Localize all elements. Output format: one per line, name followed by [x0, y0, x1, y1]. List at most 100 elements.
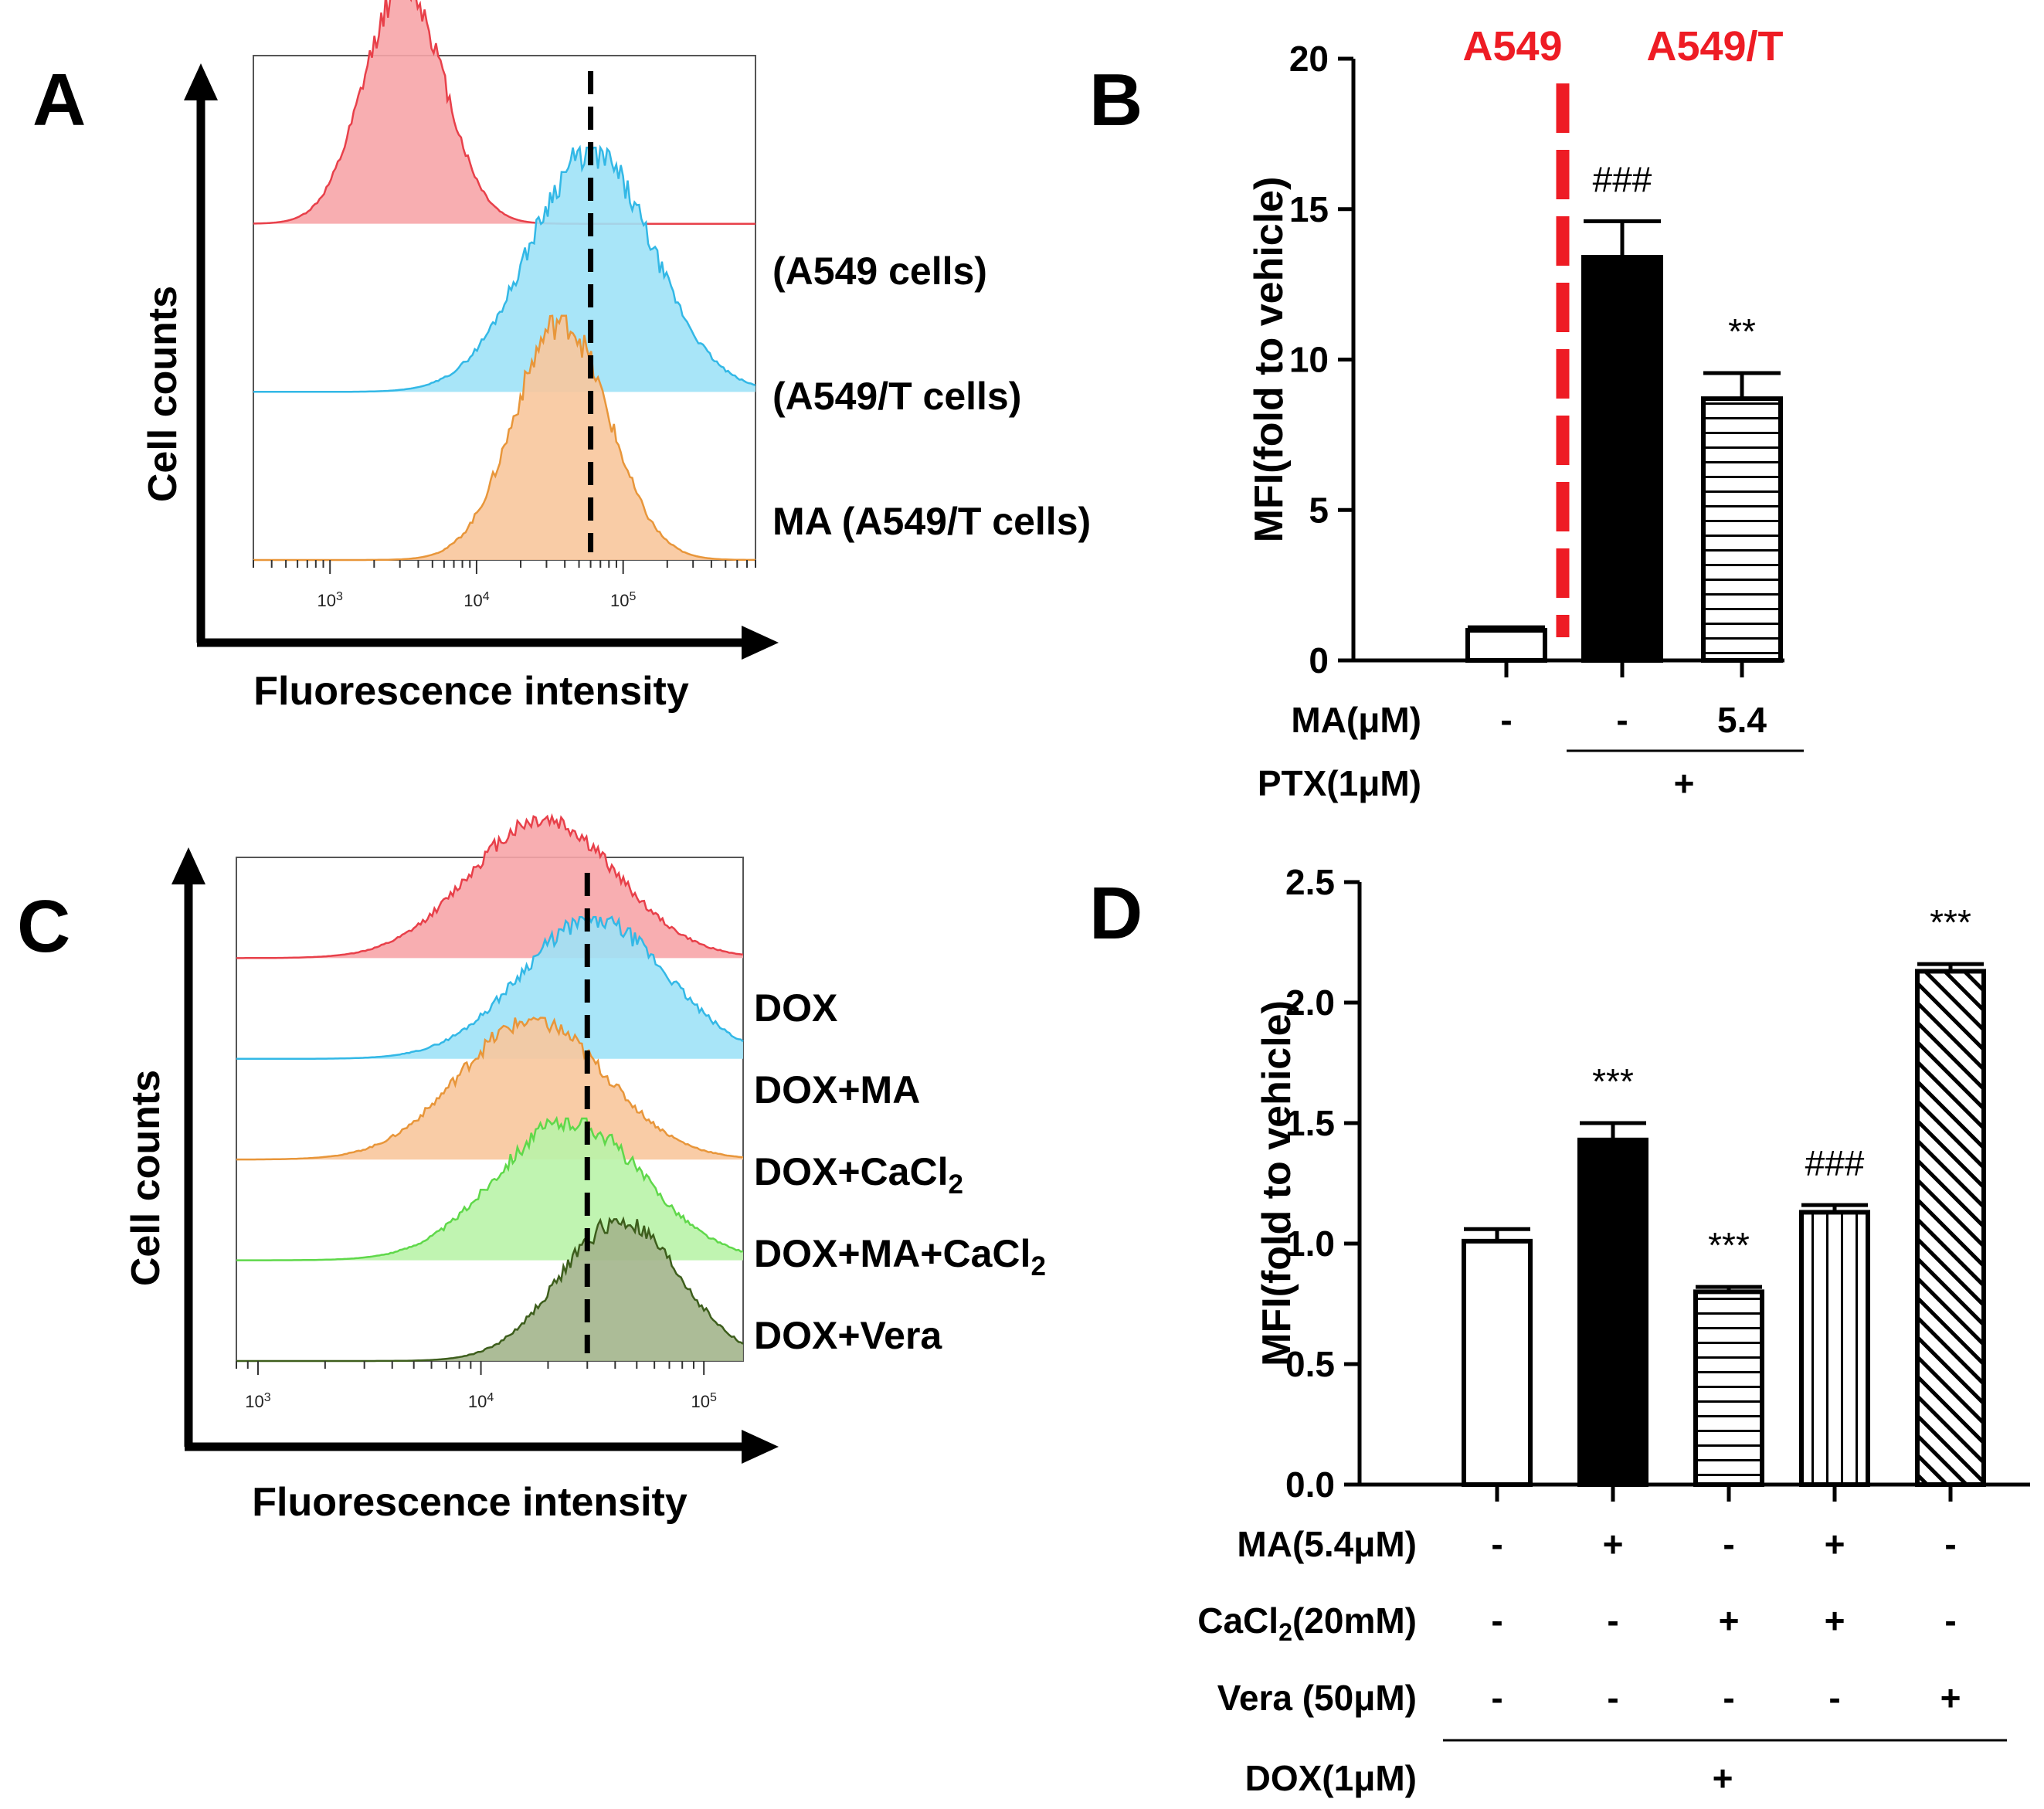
d-bar-3 — [1799, 1210, 1870, 1487]
d-condition-value-0-1: + — [1603, 1524, 1624, 1564]
c-x-arrow-head — [742, 1430, 779, 1464]
c-legend-label-3: DOX+MA+CaCl2 — [754, 1232, 1046, 1281]
b-significance-1: ### — [1593, 159, 1652, 199]
d-condition-value-1-2: + — [1719, 1600, 1740, 1641]
d-y-tick-label-2: 1.0 — [1285, 1224, 1335, 1264]
b-condition-label-0: MA(μM) — [1291, 700, 1421, 740]
c-x-tick-label-1: 104 — [468, 1391, 494, 1412]
b-bar-1 — [1581, 255, 1663, 663]
c-legend-label-4: DOX+Vera — [754, 1314, 942, 1357]
d-condition-value-1-4: - — [1944, 1600, 1956, 1641]
d-significance-2: *** — [1708, 1225, 1750, 1265]
d-y-tick-label-3: 1.5 — [1285, 1103, 1335, 1143]
d-y-tick-label-4: 2.0 — [1285, 983, 1335, 1023]
b-y-tick-label-0: 0 — [1309, 640, 1329, 680]
d-bar-2 — [1693, 1289, 1764, 1488]
a-histogram-line-1 — [253, 144, 756, 393]
c-histogram-line-2 — [236, 1017, 744, 1161]
d-condition-label-0: MA(5.4μM) — [1237, 1524, 1417, 1564]
b-bar-0 — [1465, 628, 1547, 663]
d-significance-4: *** — [1930, 902, 1971, 942]
b-y-axis-title: MFI(fold to vehicle) — [1247, 177, 1292, 543]
a-x-tick-label-1: 104 — [463, 590, 489, 611]
c-histogram-line-3 — [236, 1115, 744, 1261]
c-histogram-fill-2 — [236, 1017, 743, 1160]
c-x-tick-label-2: 105 — [691, 1391, 716, 1412]
c-legend-label-0: DOX — [754, 986, 837, 1030]
a-x-arrow-head — [742, 626, 779, 660]
a-histogram-fill-2 — [253, 315, 755, 560]
panel-letter-c: C — [17, 885, 70, 968]
a-histogram-fill-0 — [253, 0, 755, 224]
a-y-arrow-head — [184, 63, 218, 100]
b-y-tick-label-3: 15 — [1289, 189, 1329, 229]
a-x-tick-label-2: 105 — [610, 590, 636, 611]
b-condition-value-0-1: - — [1616, 700, 1628, 740]
d-bar-0 — [1462, 1238, 1533, 1487]
c-histogram-fill-1 — [236, 917, 743, 1059]
panel-letter-a: A — [32, 59, 86, 141]
a-legend-label-1: (A549/T cells) — [772, 375, 1021, 418]
d-condition-value-0-4: - — [1944, 1524, 1956, 1564]
panel-d: 0.0 0.5 1.0 1.5 2.0 2.5 MFI(fold to vehicle) **… — [1197, 862, 2030, 1798]
d-condition-value-1-1: - — [1607, 1600, 1618, 1641]
c-histogram-line-1 — [236, 915, 744, 1061]
c-legend-label-2: DOX+CaCl2 — [754, 1150, 963, 1200]
panel-letter-b: B — [1089, 59, 1143, 141]
b-condition-value-0-2: 5.4 — [1717, 700, 1767, 740]
d-condition-label-2: Vera (50μM) — [1217, 1678, 1417, 1718]
d-condition-value-0-2: - — [1723, 1524, 1734, 1564]
c-histogram-line-4 — [236, 1216, 744, 1363]
d-bar-1 — [1577, 1137, 1648, 1487]
b-group-value: + — [1674, 763, 1695, 803]
c-y-arrow-head — [171, 847, 205, 884]
c-histogram-fill-4 — [236, 1219, 743, 1361]
b-condition-value-0-0: - — [1500, 700, 1512, 740]
d-y-tick-label-1: 0.5 — [1285, 1344, 1335, 1384]
c-histogram-fill-0 — [236, 816, 743, 959]
a-legend-label-2: MA (A549/T cells) — [772, 500, 1091, 543]
d-condition-value-2-3: - — [1828, 1678, 1840, 1718]
d-condition-value-0-0: - — [1491, 1524, 1502, 1564]
a-histogram-line-2 — [253, 314, 755, 562]
b-group-label-0: A549 — [1462, 23, 1562, 70]
d-condition-value-0-3: + — [1825, 1524, 1845, 1564]
panel-a: Fluorescence intensity Cell counts (A549 c… — [141, 0, 1091, 714]
b-y-tick-label-1: 5 — [1309, 490, 1329, 530]
d-condition-value-2-4: + — [1940, 1678, 1961, 1718]
d-condition-value-2-0: - — [1491, 1678, 1502, 1718]
b-y-tick-label-4: 20 — [1289, 39, 1329, 79]
b-group-label-1: A549/T — [1646, 23, 1783, 70]
a-x-axis-title: Fluorescence intensity — [253, 669, 689, 714]
d-condition-value-1-0: - — [1491, 1600, 1502, 1641]
panel-b: 0 5 10 15 20 MFI(fold to vehicle) ### ** MA(μM) -… — [1247, 23, 1804, 803]
d-condition-label-3: DOX(1μM) — [1245, 1758, 1417, 1798]
a-legend-label-0: (A549 cells) — [772, 249, 987, 293]
d-y-axis-title: MFI(fold to vehicle) — [1255, 1000, 1299, 1366]
a-x-tick-label-0: 103 — [317, 590, 343, 611]
c-legend-label-1: DOX+MA — [754, 1068, 920, 1112]
d-bar-4 — [1915, 969, 1986, 1487]
d-significance-3: ### — [1805, 1143, 1865, 1183]
d-condition-value-1-3: + — [1825, 1600, 1845, 1641]
panel-c: Fluorescence intensity Cell counts DOX DOX+… — [124, 813, 1046, 1525]
b-significance-2: ** — [1728, 311, 1756, 351]
a-y-axis-title: Cell counts — [141, 286, 185, 502]
b-y-tick-label-2: 10 — [1289, 340, 1329, 380]
c-histogram-line-0 — [236, 813, 744, 959]
a-histogram-line-0 — [253, 0, 755, 225]
a-histogram-fill-1 — [253, 148, 755, 392]
d-condition-label-1: CaCl2(20mM) — [1197, 1600, 1417, 1646]
d-condition-value-2-1: - — [1607, 1678, 1618, 1718]
d-condition-value-2-2: - — [1723, 1678, 1734, 1718]
d-y-tick-label-5: 2.5 — [1285, 862, 1335, 902]
c-y-axis-title: Cell counts — [124, 1070, 168, 1286]
d-group-value: + — [1713, 1758, 1733, 1798]
b-bar-2 — [1701, 396, 1783, 663]
c-x-tick-label-0: 103 — [245, 1391, 270, 1412]
d-significance-1: *** — [1592, 1061, 1634, 1101]
c-x-axis-title: Fluorescence intensity — [252, 1480, 688, 1525]
b-condition-label-1: PTX(1μM) — [1258, 763, 1421, 803]
d-y-tick-label-0: 0.0 — [1285, 1465, 1335, 1505]
